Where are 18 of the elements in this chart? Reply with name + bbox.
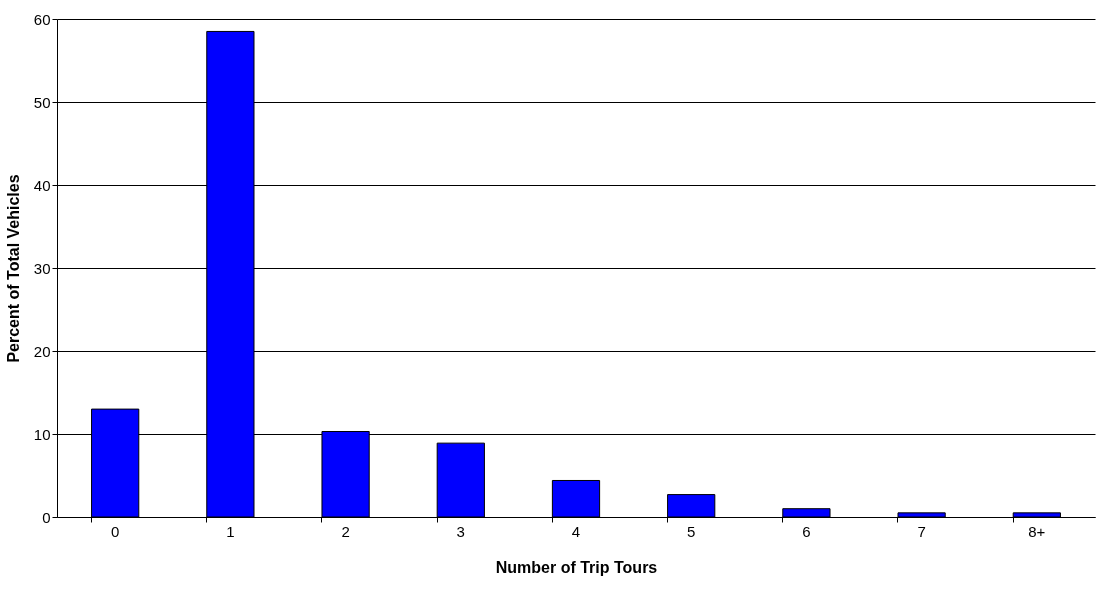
x-axis-title: Number of Trip Tours [495, 558, 658, 576]
y-tick-label: 20 [33, 342, 51, 360]
y-tick-label: 30 [33, 259, 51, 277]
y-axis-title: Percent of Total Vehicles [4, 174, 22, 363]
x-tick-label: 6 [802, 522, 811, 540]
x-tick-label: 1 [226, 522, 235, 540]
y-tick-label: 10 [33, 425, 51, 443]
y-tick-label: 40 [33, 176, 51, 194]
y-tick-label: 50 [33, 93, 51, 111]
y-tick-label: 60 [33, 10, 51, 28]
x-tick-label: 7 [917, 522, 926, 540]
x-tick-label: 4 [571, 522, 581, 540]
x-tick-label: 8+ [1028, 522, 1046, 540]
x-tick-label: 0 [111, 522, 120, 540]
x-tick-label: 3 [456, 522, 465, 540]
x-tick-label: 2 [341, 522, 350, 540]
x-tick-label: 5 [687, 522, 696, 540]
y-tick-label: 0 [42, 508, 51, 526]
